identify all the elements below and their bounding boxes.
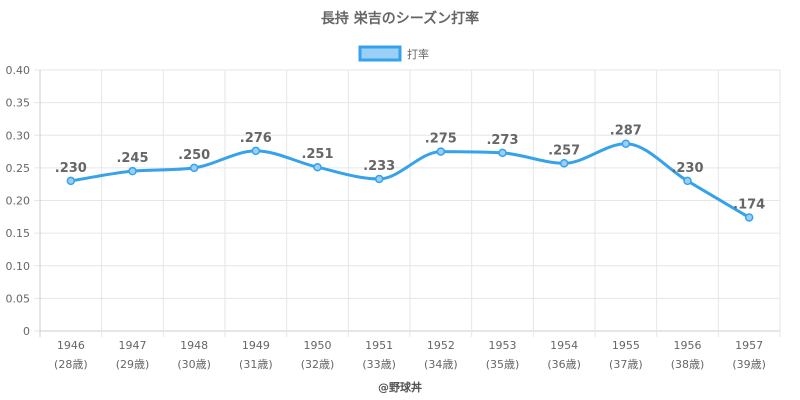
data-label: .250 [178, 148, 210, 163]
legend[interactable]: 打率 [358, 45, 429, 62]
credit: @野球丼 [378, 380, 422, 394]
legend-label: 打率 [407, 47, 429, 61]
y-tick-label: 0.30 [6, 129, 31, 142]
data-point[interactable] [559, 159, 569, 168]
data-label: .230 [671, 161, 703, 176]
x-tick-sublabel: (31歳) [239, 358, 273, 371]
data-label: .287 [610, 124, 642, 139]
y-tick-label: 0.10 [6, 260, 31, 273]
data-labels: .230 .245 .250 .276 .251 .233 .275 .273 .257 .287… [55, 124, 765, 213]
x-tick-sublabel: (33歳) [362, 358, 396, 371]
data-label: .251 [301, 147, 333, 162]
x-tick-label: 1956 [674, 339, 702, 352]
x-tick-sublabel: (29歳) [116, 358, 150, 371]
x-tick-label: 1946 [57, 339, 85, 352]
y-tick-label: 0.15 [6, 227, 31, 240]
data-point[interactable] [66, 176, 76, 186]
data-label: .230 [55, 161, 87, 176]
x-tick-sublabel: (37歳) [609, 358, 643, 371]
data-label: .174 [733, 197, 765, 212]
x-tick-sublabel: (35歳) [486, 358, 520, 371]
data-label: .257 [548, 143, 580, 158]
data-point[interactable] [683, 176, 692, 186]
y-tick-label: 0.05 [6, 292, 31, 305]
data-point[interactable] [436, 147, 446, 156]
data-point[interactable] [498, 148, 507, 158]
x-tick-sublabel: (39歳) [732, 358, 766, 371]
x-tick-sublabel: (34歳) [424, 358, 458, 371]
data-point[interactable] [189, 163, 199, 173]
x-tick-label: 1954 [550, 339, 578, 352]
y-axis: 0 0.05 0.10 0.15 0.20 0.25 0.30 0.35 0.40 [6, 64, 31, 338]
grid [34, 69, 781, 337]
x-tick-label: 1955 [612, 339, 640, 352]
data-label: .275 [425, 132, 457, 147]
data-point[interactable] [621, 139, 631, 148]
x-tick-label: 1947 [119, 339, 147, 352]
x-axis: 1946 (28歳) 1947 (29歳) 1948 (30歳) 1949 (31歳) 1950… [54, 339, 766, 371]
x-tick-label: 1950 [304, 339, 332, 352]
x-tick-sublabel: (36歳) [547, 358, 581, 371]
chart-title: 長持 栄吉のシーズン打率 [321, 10, 479, 27]
y-tick-label: 0.35 [6, 97, 31, 110]
x-tick-sublabel: (38歳) [671, 358, 705, 371]
data-label: .245 [116, 151, 148, 166]
x-tick-label: 1951 [365, 339, 393, 352]
data-point[interactable] [374, 174, 384, 184]
data-point[interactable] [128, 166, 137, 176]
data-point[interactable] [251, 146, 261, 156]
y-tick-label: 0.20 [6, 195, 31, 208]
x-tick-sublabel: (30歳) [177, 358, 211, 371]
x-tick-sublabel: (28歳) [54, 358, 88, 371]
data-point[interactable] [744, 213, 754, 222]
x-tick-label: 1949 [242, 339, 270, 352]
x-tick-sublabel: (32歳) [301, 358, 335, 371]
x-tick-label: 1952 [427, 339, 455, 352]
data-label: .273 [486, 133, 518, 148]
y-tick-label: 0.40 [6, 64, 31, 77]
y-tick-label: 0 [23, 325, 30, 338]
data-label: .276 [240, 131, 272, 146]
data-label: .233 [363, 159, 395, 174]
x-tick-label: 1953 [489, 339, 517, 352]
data-point[interactable] [313, 162, 322, 172]
x-tick-label: 1957 [735, 339, 763, 352]
x-tick-label: 1948 [180, 339, 208, 352]
legend-swatch [358, 45, 402, 62]
y-tick-label: 0.25 [6, 162, 31, 175]
series-batting-average [66, 139, 754, 222]
